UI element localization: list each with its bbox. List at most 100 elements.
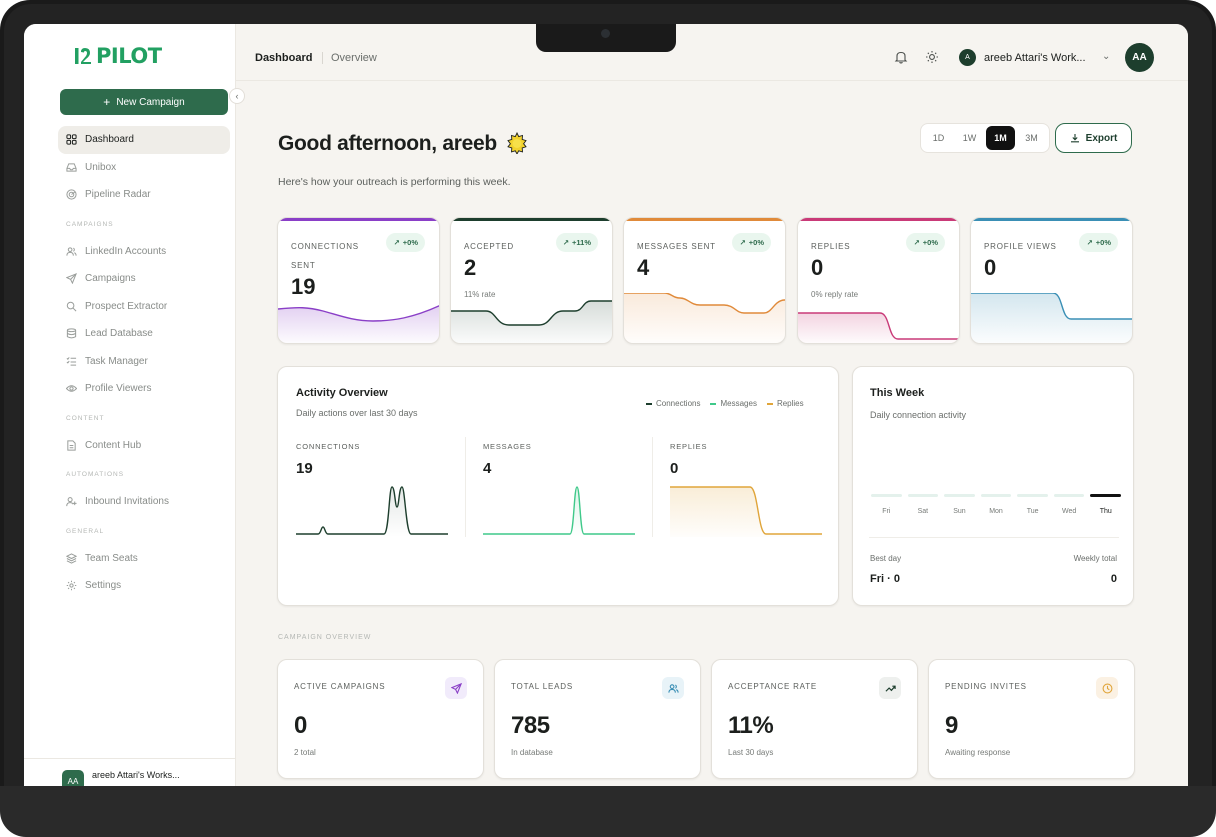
week-day-thu[interactable]: Thu	[1090, 494, 1122, 515]
sun-theme-icon[interactable]	[925, 50, 939, 64]
workspace-selector[interactable]: areeb Attari's Work...	[984, 52, 1086, 64]
range-3m[interactable]: 3M	[1025, 133, 1038, 143]
collapse-sidebar-button[interactable]: ‹	[229, 88, 245, 104]
card-accent-bar	[798, 218, 959, 221]
week-day-label: Thu	[1099, 508, 1112, 515]
sidebar-item-prospect-extractor[interactable]: Prospect Extractor	[58, 293, 230, 321]
sidebar-item-label: Prospect Extractor	[85, 300, 168, 312]
activity-overview-panel: Activity Overview Daily actions over las…	[277, 366, 839, 606]
range-1d[interactable]: 1D	[932, 133, 945, 143]
campaign-card-value: 785	[511, 712, 550, 739]
stat-card-profile-views[interactable]: PROFILE VIEWS ↗ +0% 0	[970, 217, 1133, 344]
stat-subtext: 11% rate	[464, 290, 496, 299]
metric-value-messages: 4	[483, 460, 492, 477]
workspace-switcher[interactable]: AA areeb Attari's Works...	[24, 758, 236, 786]
trend-badge: ↗ +11%	[555, 233, 598, 252]
stat-value: 4	[637, 255, 650, 280]
export-button[interactable]: Export	[1055, 123, 1132, 153]
campaign-card-label: ACCEPTANCE RATE	[728, 682, 818, 691]
sidebar-item-label: Settings	[85, 580, 122, 592]
sidebar-item-content-hub[interactable]: Content Hub	[58, 432, 230, 460]
user-plus-icon	[66, 497, 77, 507]
send-icon	[445, 677, 467, 699]
sparkline-replies	[798, 312, 959, 343]
week-bar	[871, 494, 902, 497]
sidebar-item-settings[interactable]: Settings	[58, 572, 230, 600]
week-day-fri[interactable]: Fri	[871, 494, 902, 515]
time-range-selector: 1D 1W 1M 3M	[920, 123, 1050, 153]
sidebar-item-label: Lead Database	[85, 328, 153, 340]
new-campaign-button[interactable]: + New Campaign	[60, 89, 228, 115]
trend-badge: ↗ +0%	[386, 233, 425, 252]
card-accent-bar	[278, 218, 439, 221]
week-day-tue[interactable]: Tue	[1017, 494, 1048, 515]
sidebar: PILOT + New Campaign Dashboard Unibox Pi…	[24, 24, 236, 786]
trend-up-icon	[879, 677, 901, 699]
stat-card-connections-sent[interactable]: CONNECTIONS SENT ↗ +0% 19	[277, 217, 440, 344]
chevron-left-icon: ‹	[235, 91, 239, 101]
card-accent-bar	[624, 218, 785, 221]
trend-up-icon: ↗	[393, 238, 400, 247]
sidebar-item-inbound-invitations[interactable]: Inbound Invitations	[58, 488, 230, 516]
stat-card-accepted[interactable]: ACCEPTED ↗ +11% 2 11% rate	[450, 217, 613, 344]
sidebar-item-team-seats[interactable]: Team Seats	[58, 545, 230, 573]
sidebar-item-dashboard[interactable]: Dashboard	[58, 126, 230, 154]
best-day-label: Best day	[870, 554, 902, 563]
activity-legend: Connections Messages Replies	[646, 399, 804, 408]
week-day-mon[interactable]: Mon	[980, 494, 1012, 515]
logo[interactable]: PILOT	[72, 44, 162, 68]
range-1m[interactable]: 1M	[986, 126, 1015, 150]
sparkline-connections	[278, 305, 439, 343]
sidebar-item-lead-database[interactable]: Lead Database	[58, 320, 230, 348]
trend-badge: ↗ +0%	[732, 233, 771, 252]
legend-replies: Replies	[766, 399, 804, 408]
laptop-base	[0, 786, 1216, 837]
sidebar-item-campaigns[interactable]: Campaigns	[58, 265, 230, 293]
week-day-wed[interactable]: Wed	[1053, 494, 1085, 515]
week-day-sat[interactable]: Sat	[907, 494, 939, 515]
list-check-icon	[66, 356, 77, 366]
stat-card-messages-sent[interactable]: MESSAGES SENT ↗ +0% 4	[623, 217, 786, 344]
database-icon	[66, 328, 77, 339]
chevron-down-icon[interactable]: ⌄	[1102, 51, 1111, 62]
sun-emoji-icon	[507, 132, 527, 154]
section-campaigns: CAMPAIGNS	[66, 220, 114, 228]
breadcrumb-overview[interactable]: Overview	[331, 52, 377, 64]
campaign-card-active-campaigns[interactable]: ACTIVE CAMPAIGNS 0 2 total	[277, 659, 484, 779]
divider	[869, 537, 1119, 538]
trend-up-icon: ↗	[913, 238, 920, 247]
sidebar-item-profile-viewers[interactable]: Profile Viewers	[58, 375, 230, 403]
week-day-sun[interactable]: Sun	[944, 494, 975, 515]
users-icon	[662, 677, 684, 699]
activity-title: Activity Overview	[296, 387, 388, 399]
sidebar-item-linkedin-accounts[interactable]: LinkedIn Accounts	[58, 238, 230, 266]
bell-icon[interactable]	[894, 50, 908, 64]
stat-card-replies[interactable]: REPLIES ↗ +0% 0 0% reply rate	[797, 217, 960, 344]
screen: PILOT + New Campaign Dashboard Unibox Pi…	[24, 24, 1188, 786]
campaign-card-label: PENDING INVITES	[945, 682, 1027, 691]
sidebar-item-task-manager[interactable]: Task Manager	[58, 348, 230, 376]
sidebar-item-pipeline-radar[interactable]: Pipeline Radar	[58, 181, 230, 209]
campaign-card-pending-invites[interactable]: PENDING INVITES 9 Awaiting response	[928, 659, 1135, 779]
weekly-total-value: 0	[1110, 573, 1117, 585]
sidebar-item-unibox[interactable]: Unibox	[58, 154, 230, 182]
sidebar-item-label: Unibox	[85, 161, 117, 173]
gear-icon	[66, 580, 77, 591]
metric-divider	[465, 437, 466, 537]
sidebar-item-label: Content Hub	[85, 439, 142, 451]
campaign-card-total-leads[interactable]: TOTAL LEADS 785 In database	[494, 659, 701, 779]
sidebar-item-label: Task Manager	[85, 355, 148, 367]
breadcrumb-dashboard[interactable]: Dashboard	[255, 52, 313, 64]
range-1w[interactable]: 1W	[962, 133, 977, 143]
week-day-label: Fri	[882, 508, 891, 515]
stat-value: 2	[464, 255, 477, 280]
campaign-card-acceptance-rate[interactable]: ACCEPTANCE RATE 11% Last 30 days	[711, 659, 918, 779]
user-avatar[interactable]: AA	[1125, 43, 1154, 72]
week-day-label: Tue	[1026, 508, 1039, 515]
sparkline-messages	[624, 293, 785, 343]
sidebar-item-label: Inbound Invitations	[85, 496, 169, 508]
plus-icon: +	[103, 95, 111, 109]
trend-up-icon: ↗	[739, 238, 746, 247]
logo-text: PILOT	[96, 44, 162, 68]
week-day-label: Wed	[1062, 508, 1077, 515]
